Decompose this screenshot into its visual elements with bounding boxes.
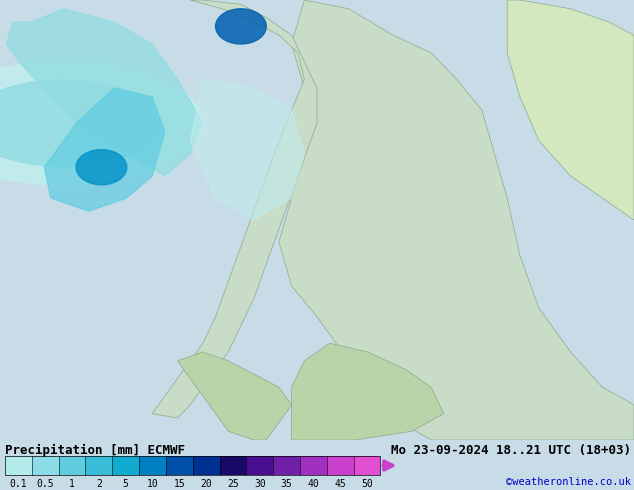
Text: 2: 2 xyxy=(96,479,102,489)
Bar xyxy=(327,456,354,475)
Bar xyxy=(300,456,327,475)
Text: 5: 5 xyxy=(123,479,129,489)
Polygon shape xyxy=(152,0,317,418)
Text: 0.1: 0.1 xyxy=(10,479,27,489)
Text: 1: 1 xyxy=(69,479,75,489)
Text: 50: 50 xyxy=(361,479,373,489)
Polygon shape xyxy=(6,9,203,176)
Bar xyxy=(32,456,59,475)
Text: ©weatheronline.co.uk: ©weatheronline.co.uk xyxy=(506,477,631,487)
Polygon shape xyxy=(507,0,634,220)
Bar xyxy=(59,456,86,475)
Polygon shape xyxy=(76,149,127,185)
Text: 0.5: 0.5 xyxy=(37,479,54,489)
Polygon shape xyxy=(0,80,161,166)
Polygon shape xyxy=(44,88,165,211)
Bar xyxy=(166,456,193,475)
Polygon shape xyxy=(190,79,304,220)
Polygon shape xyxy=(0,62,203,185)
Text: Mo 23-09-2024 18..21 UTC (18+03): Mo 23-09-2024 18..21 UTC (18+03) xyxy=(391,443,631,457)
Polygon shape xyxy=(279,0,634,440)
Text: 25: 25 xyxy=(227,479,239,489)
Bar xyxy=(5,456,32,475)
Text: 35: 35 xyxy=(281,479,292,489)
Text: 10: 10 xyxy=(146,479,158,489)
Polygon shape xyxy=(216,9,266,44)
Text: 15: 15 xyxy=(174,479,185,489)
Text: 40: 40 xyxy=(307,479,320,489)
Bar xyxy=(354,456,380,475)
Polygon shape xyxy=(178,352,292,440)
Bar xyxy=(193,456,219,475)
Bar xyxy=(219,456,247,475)
Bar xyxy=(273,456,300,475)
Bar xyxy=(5,456,380,475)
Text: 45: 45 xyxy=(334,479,346,489)
Bar xyxy=(247,456,273,475)
Bar xyxy=(112,456,139,475)
Bar xyxy=(139,456,166,475)
Text: 30: 30 xyxy=(254,479,266,489)
Polygon shape xyxy=(292,343,444,440)
Text: 20: 20 xyxy=(200,479,212,489)
Bar xyxy=(86,456,112,475)
Text: Precipitation [mm] ECMWF: Precipitation [mm] ECMWF xyxy=(5,443,185,457)
